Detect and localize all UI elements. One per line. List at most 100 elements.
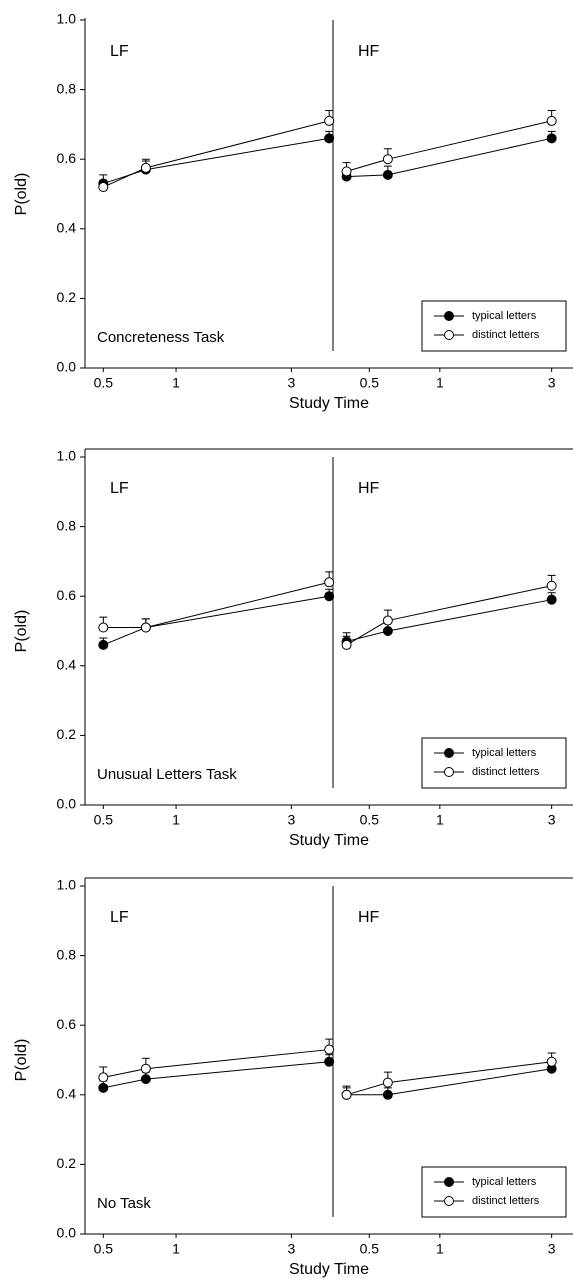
- x-tick-label: 1: [172, 812, 180, 828]
- data-point: [140, 1074, 151, 1085]
- y-tick-label: 0.8: [57, 517, 77, 533]
- x-tick-label: 0.5: [94, 375, 114, 391]
- y-tick-label: 0.0: [57, 359, 77, 375]
- series-line: [346, 120, 552, 172]
- series-line: [103, 1049, 330, 1078]
- legend-marker: [444, 748, 454, 758]
- data-point: [546, 133, 557, 144]
- legend-box: [421, 300, 567, 352]
- x-tick-label: 3: [548, 375, 556, 391]
- data-point: [546, 594, 557, 605]
- data-point: [98, 1072, 109, 1083]
- panel-label: LF: [110, 909, 129, 926]
- x-tick-label: 0.5: [360, 375, 380, 391]
- task-annotation: Unusual Letters Task: [97, 766, 237, 783]
- y-tick-label: 0.0: [57, 796, 77, 812]
- data-point: [324, 133, 335, 144]
- x-tick-label: 0.5: [94, 1241, 114, 1257]
- x-tick-label: 3: [287, 375, 295, 391]
- data-point: [324, 591, 335, 602]
- data-point: [382, 154, 393, 165]
- legend-label: typical letters: [472, 1176, 537, 1188]
- data-point: [324, 1044, 335, 1055]
- x-tick-label: 0.5: [360, 1241, 380, 1257]
- x-tick-label: 3: [548, 812, 556, 828]
- x-tick-label: 3: [287, 1241, 295, 1257]
- legend-marker: [444, 330, 454, 340]
- data-point: [98, 639, 109, 650]
- y-axis-label: P(old): [13, 1039, 30, 1082]
- y-tick-label: 1.0: [57, 877, 77, 893]
- y-tick-label: 0.4: [57, 1086, 77, 1102]
- y-tick-label: 1.0: [57, 448, 77, 464]
- data-point: [546, 115, 557, 126]
- legend-box: [421, 737, 567, 789]
- legend-label: distinct letters: [472, 766, 540, 778]
- series-line: [103, 595, 330, 646]
- data-point: [140, 622, 151, 633]
- y-tick-label: 0.2: [57, 1155, 77, 1171]
- y-tick-label: 0.2: [57, 289, 77, 305]
- data-point: [140, 162, 151, 173]
- series-line: [103, 137, 330, 185]
- data-point: [382, 1089, 393, 1100]
- data-point: [324, 1056, 335, 1067]
- y-tick-label: 0.4: [57, 657, 77, 673]
- panel-label: HF: [358, 43, 380, 60]
- data-point: [98, 182, 109, 193]
- x-axis-label: Study Time: [289, 1261, 369, 1278]
- legend-label: typical letters: [472, 310, 537, 322]
- data-point: [324, 115, 335, 126]
- x-tick-label: 1: [436, 1241, 444, 1257]
- x-tick-label: 3: [548, 1241, 556, 1257]
- series-line: [346, 585, 552, 646]
- data-point: [140, 1063, 151, 1074]
- x-tick-label: 1: [172, 1241, 180, 1257]
- legend-label: distinct letters: [472, 1195, 540, 1207]
- data-point: [382, 1077, 393, 1088]
- series-line: [103, 120, 330, 188]
- panel-label: HF: [358, 909, 380, 926]
- series-line: [346, 599, 552, 642]
- legend-label: distinct letters: [472, 329, 540, 341]
- x-tick-label: 0.5: [360, 812, 380, 828]
- y-tick-label: 0.6: [57, 150, 77, 166]
- x-tick-label: 3: [287, 812, 295, 828]
- data-point: [98, 622, 109, 633]
- legend-label: typical letters: [472, 747, 537, 759]
- legend-marker: [444, 1196, 454, 1206]
- y-tick-label: 0.6: [57, 587, 77, 603]
- y-axis-label: P(old): [13, 173, 30, 216]
- y-tick-label: 0.8: [57, 80, 77, 96]
- y-tick-label: 0.6: [57, 1016, 77, 1032]
- x-tick-label: 0.5: [94, 812, 114, 828]
- series-line: [346, 1068, 552, 1096]
- data-point: [382, 626, 393, 636]
- x-tick-label: 1: [436, 375, 444, 391]
- data-point: [98, 1082, 109, 1093]
- legend-marker: [444, 311, 454, 321]
- series-line: [346, 1061, 552, 1096]
- data-point: [341, 639, 352, 650]
- x-tick-label: 1: [436, 812, 444, 828]
- y-axis-label: P(old): [13, 610, 30, 653]
- y-tick-label: 0.8: [57, 946, 77, 962]
- data-point: [546, 580, 557, 591]
- data-point: [341, 166, 352, 177]
- panel-label: LF: [110, 480, 129, 497]
- y-tick-label: 0.0: [57, 1225, 77, 1241]
- x-tick-label: 1: [172, 375, 180, 391]
- series-line: [103, 1061, 330, 1089]
- x-axis-label: Study Time: [289, 832, 369, 849]
- y-tick-label: 0.2: [57, 726, 77, 742]
- series-line: [103, 581, 330, 629]
- series-line: [346, 137, 552, 178]
- data-point: [324, 577, 335, 588]
- legend-box: [421, 1166, 567, 1218]
- y-tick-label: 0.4: [57, 220, 77, 236]
- data-point: [546, 1056, 557, 1067]
- data-point: [382, 169, 393, 180]
- legend-marker: [444, 767, 454, 777]
